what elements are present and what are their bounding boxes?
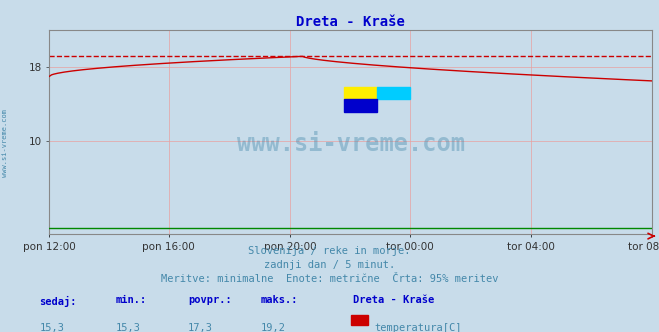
- Text: 17,3: 17,3: [188, 323, 213, 332]
- Text: www.si-vreme.com: www.si-vreme.com: [237, 132, 465, 156]
- Text: 19,2: 19,2: [260, 323, 285, 332]
- Text: www.si-vreme.com: www.si-vreme.com: [2, 109, 9, 177]
- Bar: [344, 99, 377, 112]
- Bar: [344, 87, 377, 99]
- Text: povpr.:: povpr.:: [188, 295, 231, 305]
- Text: maks.:: maks.:: [260, 295, 298, 305]
- Text: 15,3: 15,3: [40, 323, 65, 332]
- Text: Slovenija / reke in morje.: Slovenija / reke in morje.: [248, 246, 411, 256]
- Text: Dreta - Kraše: Dreta - Kraše: [353, 295, 434, 305]
- Title: Dreta - Kraše: Dreta - Kraše: [297, 15, 405, 29]
- Text: Meritve: minimalne  Enote: metrične  Črta: 95% meritev: Meritve: minimalne Enote: metrične Črta:…: [161, 274, 498, 284]
- Text: temperatura[C]: temperatura[C]: [374, 323, 462, 332]
- Text: zadnji dan / 5 minut.: zadnji dan / 5 minut.: [264, 260, 395, 270]
- Bar: [377, 87, 410, 99]
- Text: sedaj:: sedaj:: [40, 295, 77, 306]
- Text: 15,3: 15,3: [115, 323, 140, 332]
- Text: min.:: min.:: [115, 295, 146, 305]
